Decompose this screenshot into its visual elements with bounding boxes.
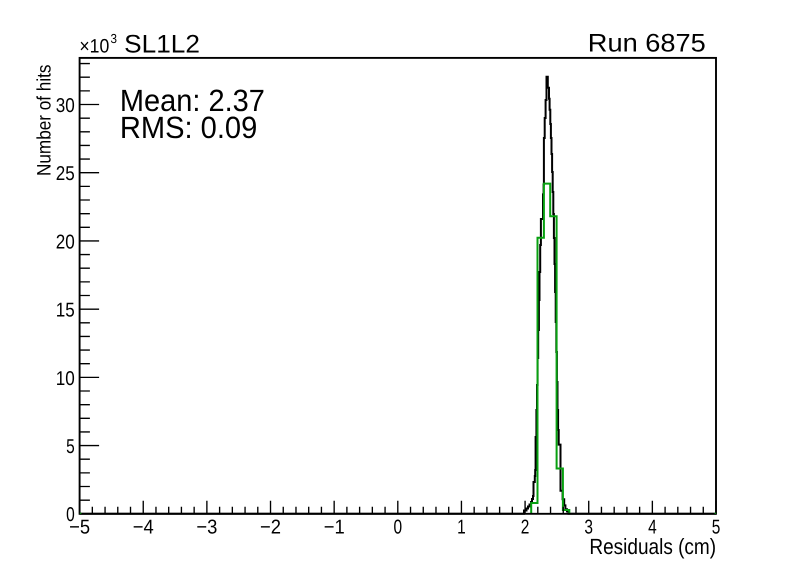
svg-text:−5: −5	[69, 517, 90, 539]
svg-text:10: 10	[56, 368, 75, 390]
svg-text:RMS: 0.09: RMS: 0.09	[120, 110, 257, 145]
svg-text:0: 0	[66, 504, 75, 526]
svg-text:1: 1	[457, 517, 466, 539]
svg-text:Residuals (cm): Residuals (cm)	[589, 534, 716, 559]
svg-text:−2: −2	[260, 517, 281, 539]
svg-text:Mean: 2.37: Mean: 2.37	[120, 83, 265, 118]
svg-text:Run 6875: Run 6875	[588, 30, 706, 58]
svg-text:2: 2	[521, 517, 530, 539]
svg-text:3: 3	[584, 517, 593, 539]
svg-text:15: 15	[56, 300, 75, 322]
svg-text:−3: −3	[196, 517, 217, 539]
svg-text:5: 5	[66, 436, 75, 458]
svg-text:3: 3	[111, 31, 118, 46]
svg-text:0: 0	[394, 517, 403, 539]
svg-text:−1: −1	[324, 517, 345, 539]
svg-text:25: 25	[56, 163, 75, 185]
svg-text:Number of hits: Number of hits	[34, 64, 56, 176]
svg-text:5: 5	[712, 517, 721, 539]
svg-text:×10: ×10	[79, 36, 109, 58]
svg-text:−4: −4	[133, 517, 154, 539]
svg-text:SL1L2: SL1L2	[124, 31, 200, 59]
svg-text:20: 20	[56, 231, 75, 253]
svg-text:4: 4	[648, 517, 657, 539]
svg-text:30: 30	[56, 95, 75, 117]
